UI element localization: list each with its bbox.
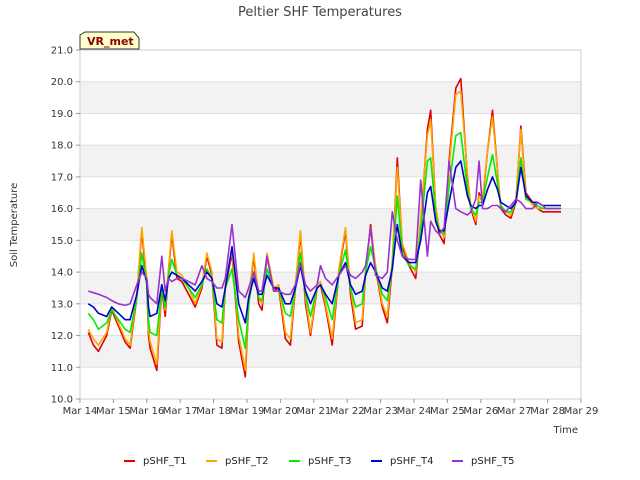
- y-tick-label: 15.0: [51, 236, 73, 247]
- y-tick-label: 16.0: [51, 204, 73, 215]
- series-layer: [87, 77, 561, 378]
- y-tick-label: 17.0: [51, 172, 73, 183]
- x-tick-label: Mar 21: [296, 406, 331, 417]
- y-tick-label: 20.0: [51, 77, 73, 88]
- y-axis-title: Soil Temperature: [9, 183, 20, 268]
- y-axis: 10.0 11.0 12.0 13.0 14.0 15.0 16.0 17.0 18.0 19.0…: [51, 46, 80, 406]
- y-tick-label: 12.0: [51, 331, 73, 342]
- legend: pSHF_T1 pSHF_T2 pSHF_T3 pSHF_T4 pSHF_T5: [124, 456, 514, 467]
- grid-band: [80, 145, 581, 177]
- x-tick-label: Mar 19: [230, 406, 265, 417]
- x-tick-label: Mar 20: [263, 406, 298, 417]
- x-tick-label: Mar 26: [463, 406, 498, 417]
- series-line-pSHF_T5: [88, 160, 561, 307]
- legend-label-pSHF_T4: pSHF_T4: [390, 456, 433, 467]
- legend-label-pSHF_T3: pSHF_T3: [308, 456, 351, 467]
- x-tick-label: Mar 27: [497, 406, 532, 417]
- plot-frame: [79, 49, 582, 400]
- grid-bands: [80, 50, 581, 400]
- x-tick-label: Mar 16: [129, 406, 164, 417]
- x-tick-label: Mar 29: [564, 406, 599, 417]
- y-tick-label: 11.0: [51, 363, 73, 374]
- y-tick-label: 18.0: [51, 141, 73, 152]
- grid-band: [80, 176, 581, 209]
- x-tick-label: Mar 15: [96, 406, 131, 417]
- x-tick-label: Mar 24: [397, 406, 432, 417]
- grid-band: [80, 367, 581, 399]
- legend-label-pSHF_T2: pSHF_T2: [225, 456, 268, 467]
- x-tick-label: Mar 18: [196, 406, 231, 417]
- series-line-pSHF_T4: [87, 160, 561, 324]
- y-tick-label: 14.0: [51, 268, 73, 279]
- x-tick-label: Mar 14: [63, 406, 98, 417]
- badge-shape: [79, 31, 140, 50]
- grid-band: [80, 272, 581, 304]
- x-tick-label: Mar 17: [163, 406, 198, 417]
- grid-band: [80, 50, 581, 82]
- grid-band: [80, 81, 581, 114]
- chart-title: Peltier SHF Temperatures: [238, 5, 402, 20]
- y-tick-label: 10.0: [51, 395, 73, 406]
- legend-label-pSHF_T5: pSHF_T5: [471, 456, 514, 467]
- grid-band: [80, 335, 581, 368]
- grid-band: [80, 240, 581, 273]
- x-tick-label: Mar 22: [330, 406, 365, 417]
- grid-band: [80, 208, 581, 241]
- legend-label-pSHF_T1: pSHF_T1: [143, 456, 186, 467]
- badge-label: VR_met: [87, 35, 134, 48]
- y-tick-label: 21.0: [51, 46, 73, 57]
- site-badge: VR_met: [79, 31, 140, 50]
- y-tick-label: 13.0: [51, 299, 73, 310]
- x-tick-label: Mar 25: [430, 406, 465, 417]
- x-tick-label: Mar 23: [363, 406, 398, 417]
- y-tick-label: 19.0: [51, 109, 73, 120]
- grid-band: [80, 113, 581, 146]
- x-tick-label: Mar 28: [530, 406, 565, 417]
- x-axis-title: Time: [553, 425, 578, 436]
